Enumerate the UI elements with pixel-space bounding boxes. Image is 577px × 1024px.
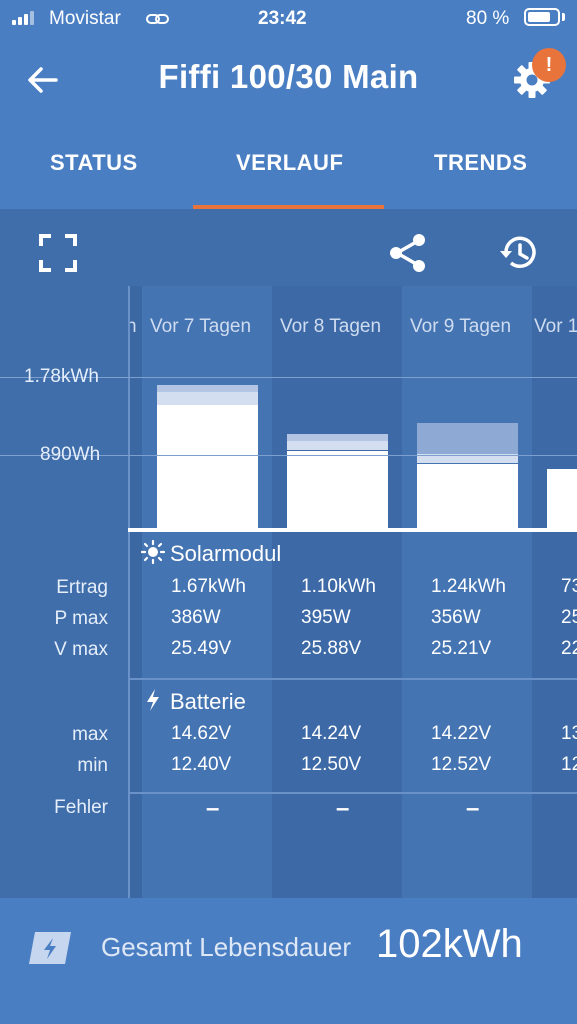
app-header: Movistar 23:42 80 % Fiffi 100/30 Main	[0, 0, 577, 209]
gridline	[0, 455, 577, 456]
solar-vmax: 25.21V	[431, 638, 492, 659]
battery-min: 12.52V	[431, 754, 492, 775]
row-label-vmax: V max	[54, 639, 108, 660]
battery-max: 14.62V	[171, 723, 232, 744]
history-icon[interactable]	[498, 233, 540, 273]
error-value: –	[206, 795, 220, 822]
clock: 23:42	[258, 8, 307, 29]
chart-axis	[128, 286, 130, 898]
section-divider	[130, 678, 577, 680]
settings-button[interactable]: !	[510, 48, 566, 102]
battery-icon	[524, 8, 560, 26]
share-icon[interactable]	[388, 233, 428, 273]
back-arrow-icon[interactable]	[26, 64, 60, 96]
solar-vmax: 25.49V	[171, 638, 232, 659]
row-label-panel	[0, 286, 128, 898]
gridline	[0, 377, 577, 378]
link-icon	[146, 14, 169, 24]
error-value: –	[466, 795, 480, 822]
battery-min: 12.50V	[301, 754, 362, 775]
active-tab-indicator	[193, 205, 384, 209]
tab-status[interactable]: STATUS	[50, 150, 138, 175]
error-value: –	[336, 795, 350, 822]
solar-yield: 73	[561, 576, 577, 597]
section-title-solar: Solarmodul	[170, 541, 282, 566]
lifetime-value: 102kWh	[376, 922, 523, 966]
chart-baseline	[128, 528, 577, 532]
solar-vmax: 25.88V	[301, 638, 362, 659]
solar-yield: 1.10kWh	[301, 576, 376, 597]
carrier-name: Movistar	[49, 8, 121, 29]
battery-max: 13	[561, 723, 577, 744]
battery-max: 14.24V	[301, 723, 362, 744]
battery-min: 12.40V	[171, 754, 232, 775]
cell-signal-icon	[12, 11, 38, 25]
battery-cap	[562, 13, 565, 21]
solar-yield: 1.24kWh	[431, 576, 506, 597]
battery-max: 14.22V	[431, 723, 492, 744]
row-label-ertrag: Ertrag	[56, 577, 108, 598]
solar-panel-icon	[29, 932, 71, 964]
battery-percent: 80 %	[466, 8, 510, 29]
solar-pmax: 356W	[431, 607, 481, 628]
solar-pmax: 386W	[171, 607, 221, 628]
solar-pmax: 25	[561, 607, 577, 628]
column-header: Vor 8 Tagen	[280, 316, 382, 337]
row-label-min: min	[77, 755, 108, 776]
y-axis-label: 1.78kWh	[24, 366, 99, 387]
lifetime-footer	[0, 898, 577, 1024]
column-header: n	[130, 316, 137, 337]
sun-icon	[141, 540, 165, 564]
lifetime-label: Gesamt Lebensdauer	[101, 932, 352, 962]
column-header: Vor 1	[534, 316, 577, 337]
section-divider	[130, 792, 577, 794]
column-header: Vor 7 Tagen	[150, 316, 252, 337]
toolbar	[0, 209, 577, 286]
y-axis-label: 890Wh	[40, 444, 101, 465]
tab-verlauf[interactable]: VERLAUF	[236, 150, 344, 175]
solar-pmax: 395W	[301, 607, 351, 628]
tab-trends[interactable]: TRENDS	[434, 150, 528, 175]
page-title: Fiffi 100/30 Main	[158, 58, 419, 95]
row-label-fehler: Fehler	[54, 797, 108, 818]
lightning-icon	[147, 689, 159, 711]
history-chart[interactable]: n Vor 7 Tagen Vor 8 Tagen Vor 9 Tagen Vo…	[130, 286, 577, 898]
fullscreen-icon[interactable]	[39, 234, 77, 272]
row-label-pmax: P max	[54, 608, 108, 629]
column-header: Vor 9 Tagen	[410, 316, 512, 337]
solar-vmax: 22	[561, 638, 577, 659]
section-title-battery: Batterie	[170, 689, 246, 714]
row-label-max: max	[72, 724, 108, 745]
notification-badge: !	[532, 48, 566, 82]
battery-min: 12	[561, 754, 577, 775]
solar-yield: 1.67kWh	[171, 576, 246, 597]
